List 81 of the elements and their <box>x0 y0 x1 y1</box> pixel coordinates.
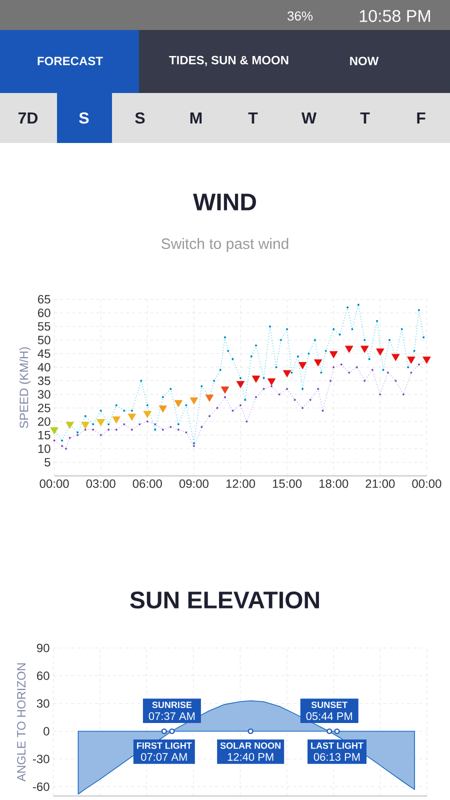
text: T <box>248 112 258 124</box>
point <box>81 422 90 429</box>
x-tick-label: 00:00 <box>412 479 442 488</box>
y-tick-label: 60 <box>38 308 50 318</box>
point <box>236 381 245 388</box>
y-tick-label: 90 <box>36 644 50 652</box>
y-tick-label: 40 <box>38 362 50 372</box>
x-tick-label: 03:00 <box>86 479 116 488</box>
y-tick-label: 45 <box>38 349 50 358</box>
y-tick-label: -30 <box>32 754 50 764</box>
y-axis-title: ANGLE TO HORIZON <box>17 663 26 782</box>
point <box>158 406 168 413</box>
y-tick-label: 15 <box>38 430 50 440</box>
point <box>282 370 292 378</box>
annotation: 05:44 PM <box>306 712 352 720</box>
annotation: SUNRISE <box>152 702 192 708</box>
text: F <box>417 112 426 124</box>
annotation: SUNSET <box>311 702 348 708</box>
x-tick-label: 21:00 <box>366 479 395 488</box>
x-tick-label: 18:00 <box>319 479 348 488</box>
y-tick-label: 10 <box>38 444 50 453</box>
text: 10:58 PM <box>360 10 430 22</box>
chart-title: SUN ELEVATION <box>130 592 319 608</box>
y-tick-label: 5 <box>44 458 50 466</box>
x-tick-label: 06:00 <box>132 479 162 488</box>
text: 7D <box>18 112 38 124</box>
point <box>128 414 136 421</box>
y-tick-label: 25 <box>38 404 50 412</box>
y-tick-label: 50 <box>38 336 50 344</box>
y-tick-label: 55 <box>38 322 50 331</box>
text: S <box>79 112 89 124</box>
text: T <box>360 112 370 124</box>
point <box>407 356 416 364</box>
point <box>143 410 152 418</box>
text: FORECAST <box>38 56 103 66</box>
x-tick-label: 09:00 <box>179 479 208 488</box>
text: TIDES, SUN & MOON <box>169 56 288 66</box>
point <box>376 348 384 356</box>
annotation: 12:40 PM <box>228 753 274 761</box>
y-tick-label: 65 <box>38 295 50 304</box>
point <box>298 362 307 370</box>
y-tick-label: 30 <box>38 390 50 399</box>
point <box>190 397 198 405</box>
point <box>50 427 58 434</box>
annotation: SOLAR NOON <box>220 742 280 749</box>
point <box>174 400 183 408</box>
point <box>422 356 431 364</box>
y-tick-label: 60 <box>37 672 50 680</box>
y-axis-title: SPEED (KM/H) <box>19 347 31 428</box>
text: NOW <box>350 56 379 66</box>
point <box>66 422 74 429</box>
point <box>360 346 369 353</box>
x-tick-label: 12:00 <box>226 479 256 488</box>
point <box>345 346 354 353</box>
y-tick-label: 35 <box>38 376 50 386</box>
annotation: 07:37 AM <box>148 712 195 720</box>
x-tick-label: 15:00 <box>272 479 302 488</box>
text: M <box>190 112 202 124</box>
y-tick-label: -60 <box>32 782 50 791</box>
text: W <box>301 112 317 124</box>
annotation: FIRST LIGHT <box>137 742 192 749</box>
annotation: 07:07 AM <box>141 753 187 761</box>
point <box>392 354 400 362</box>
text: S <box>135 112 145 124</box>
point <box>267 378 276 386</box>
y-tick-label: 30 <box>36 699 50 708</box>
point <box>112 416 120 424</box>
y-tick-label: 0 <box>44 727 50 736</box>
chart-title: WIND <box>193 194 256 210</box>
point <box>96 419 105 426</box>
point <box>220 386 230 394</box>
point <box>205 394 214 402</box>
text: 36% <box>287 11 313 21</box>
annotation: LAST LIGHT <box>311 742 364 749</box>
point <box>330 351 338 358</box>
chart-subtitle: Switch to past wind <box>161 238 288 252</box>
point <box>252 376 260 383</box>
annotation: 06:13 PM <box>314 753 360 761</box>
point <box>314 359 322 366</box>
x-tick-label: 00:00 <box>40 479 69 488</box>
y-tick-label: 20 <box>38 417 50 426</box>
